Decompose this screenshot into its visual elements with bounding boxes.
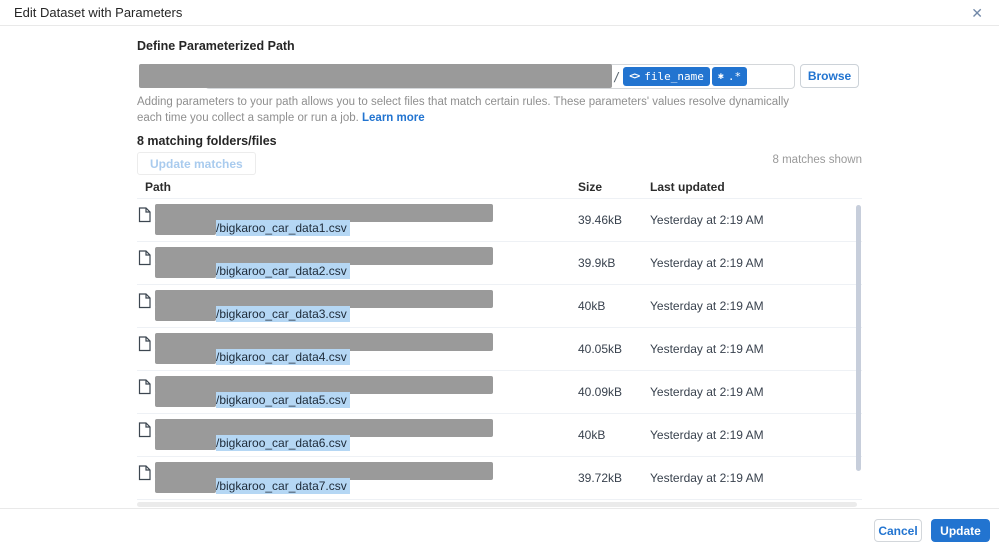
redacted-path-segment bbox=[155, 392, 216, 408]
redacted-path-prefix bbox=[139, 64, 612, 88]
horizontal-scrollbar[interactable] bbox=[137, 502, 857, 508]
path-cell: /bigkaroo_car_data4.csv bbox=[137, 328, 578, 370]
last-updated-cell: Yesterday at 2:19 AM bbox=[650, 385, 764, 400]
file-icon bbox=[138, 293, 151, 309]
last-updated-cell: Yesterday at 2:19 AM bbox=[650, 256, 764, 271]
file-name: /bigkaroo_car_data1.csv bbox=[216, 220, 350, 237]
size-cell: 39.72kB bbox=[578, 471, 623, 486]
footer-buttons: Cancel Update bbox=[874, 519, 990, 542]
table-row[interactable]: /bigkaroo_car_data5.csv 40.09kB Yesterda… bbox=[137, 371, 862, 415]
matches-shown-count: 8 matches shown bbox=[772, 154, 863, 167]
file-icon bbox=[138, 379, 151, 395]
file-icon bbox=[138, 336, 151, 352]
path-cell: /bigkaroo_car_data1.csv bbox=[137, 199, 578, 241]
token-label: file_name bbox=[644, 70, 704, 83]
table-row[interactable]: /bigkaroo_car_data2.csv 39.9kB Yesterday… bbox=[137, 242, 862, 286]
size-cell: 40kB bbox=[578, 299, 606, 314]
file-name: /bigkaroo_car_data5.csv bbox=[216, 392, 350, 409]
code-brackets-icon: <> bbox=[629, 71, 640, 82]
redacted-path-segment bbox=[155, 478, 216, 494]
table-row[interactable]: /bigkaroo_car_data1.csv 39.46kB Yesterda… bbox=[137, 199, 862, 243]
size-cell: 40.05kB bbox=[578, 342, 623, 357]
file-name: /bigkaroo_car_data6.csv bbox=[216, 435, 350, 452]
modal-title: Edit Dataset with Parameters bbox=[14, 5, 183, 20]
file-icon bbox=[138, 250, 151, 266]
size-cell: 39.9kB bbox=[578, 256, 616, 271]
last-updated-cell: Yesterday at 2:19 AM bbox=[650, 471, 764, 486]
close-icon[interactable]: ✕ bbox=[971, 5, 983, 21]
table-row[interactable]: /bigkaroo_car_data6.csv 40kB Yesterday a… bbox=[137, 414, 862, 458]
path-cell: /bigkaroo_car_data7.csv bbox=[137, 457, 578, 499]
redacted-path-line bbox=[155, 204, 493, 223]
modal-footer: Cancel Update bbox=[0, 508, 999, 551]
file-name: /bigkaroo_car_data3.csv bbox=[216, 306, 350, 323]
table-body: /bigkaroo_car_data1.csv 39.46kB Yesterda… bbox=[137, 199, 862, 501]
parameterized-path-row: / <> file_name ✱ .* Browse bbox=[137, 64, 862, 89]
table-header: Path Size Last updated bbox=[137, 180, 862, 200]
matches-toolbar: Update matches 8 matches shown bbox=[137, 152, 862, 176]
redacted-path-line bbox=[155, 419, 493, 438]
matching-files-table: Path Size Last updated bbox=[137, 180, 862, 508]
redacted-path-segment bbox=[155, 306, 216, 322]
size-cell: 39.46kB bbox=[578, 213, 623, 228]
file-icon bbox=[138, 207, 151, 223]
file-name: /bigkaroo_car_data4.csv bbox=[216, 349, 350, 366]
token-label: .* bbox=[727, 70, 742, 83]
file-icon bbox=[138, 465, 151, 481]
redacted-path-line bbox=[155, 290, 493, 309]
redacted-path-line bbox=[155, 333, 493, 352]
update-button[interactable]: Update bbox=[931, 519, 990, 542]
browse-button[interactable]: Browse bbox=[800, 64, 859, 88]
table-row[interactable]: /bigkaroo_car_data4.csv 40.05kB Yesterda… bbox=[137, 328, 862, 372]
redacted-path-segment bbox=[155, 220, 216, 236]
table-row[interactable]: /bigkaroo_car_data3.csv 40kB Yesterday a… bbox=[137, 285, 862, 329]
last-updated-cell: Yesterday at 2:19 AM bbox=[650, 428, 764, 443]
modal-header: Edit Dataset with Parameters ✕ bbox=[0, 0, 999, 26]
path-tokens: / <> file_name ✱ .* bbox=[613, 64, 748, 89]
wildcard-parameter-pill[interactable]: ✱ .* bbox=[711, 67, 748, 86]
column-header-path: Path bbox=[145, 180, 172, 195]
help-text: Adding parameters to your path allows yo… bbox=[137, 96, 790, 125]
redacted-path-segment bbox=[155, 349, 216, 365]
file-name-parameter-pill[interactable]: <> file_name bbox=[623, 67, 710, 86]
vertical-scrollbar[interactable] bbox=[856, 205, 861, 472]
asterisk-icon: ✱ bbox=[717, 71, 724, 82]
learn-more-link[interactable]: Learn more bbox=[362, 112, 425, 125]
redacted-path-segment bbox=[155, 263, 216, 279]
redacted-path-line bbox=[155, 462, 493, 481]
file-name: /bigkaroo_car_data2.csv bbox=[216, 263, 350, 280]
column-header-size: Size bbox=[578, 180, 603, 195]
file-name: /bigkaroo_car_data7.csv bbox=[216, 478, 350, 495]
size-cell: 40.09kB bbox=[578, 385, 623, 400]
cancel-button[interactable]: Cancel bbox=[874, 519, 922, 542]
path-cell: /bigkaroo_car_data2.csv bbox=[137, 242, 578, 284]
update-matches-button[interactable]: Update matches bbox=[137, 152, 256, 176]
last-updated-cell: Yesterday at 2:19 AM bbox=[650, 213, 764, 228]
file-icon bbox=[138, 422, 151, 438]
path-cell: /bigkaroo_car_data6.csv bbox=[137, 414, 578, 456]
path-section-heading: Define Parameterized Path bbox=[137, 39, 295, 53]
matching-files-heading: 8 matching folders/files bbox=[137, 134, 277, 149]
last-updated-cell: Yesterday at 2:19 AM bbox=[650, 342, 764, 357]
path-separator: / bbox=[613, 69, 621, 84]
modal-content: Define Parameterized Path / <> file_name… bbox=[137, 27, 862, 508]
redacted-path-segment bbox=[155, 435, 216, 451]
size-cell: 40kB bbox=[578, 428, 606, 443]
table-row[interactable]: /bigkaroo_car_data7.csv 39.72kB Yesterda… bbox=[137, 457, 862, 501]
last-updated-cell: Yesterday at 2:19 AM bbox=[650, 299, 764, 314]
column-header-last-updated: Last updated bbox=[650, 180, 725, 195]
path-cell: /bigkaroo_car_data3.csv bbox=[137, 285, 578, 327]
redacted-path-line bbox=[155, 247, 493, 266]
redacted-path-line bbox=[155, 376, 493, 395]
path-help-text: Adding parameters to your path allows yo… bbox=[137, 94, 815, 126]
path-cell: /bigkaroo_car_data5.csv bbox=[137, 371, 578, 413]
